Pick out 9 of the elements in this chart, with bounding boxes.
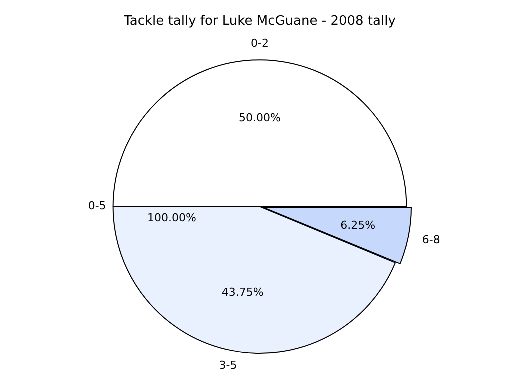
category-label: 0-5 — [88, 200, 106, 213]
slice-label: 0-2 — [251, 36, 269, 50]
data-label: 50.00% — [239, 112, 281, 125]
chart-title: Tackle tally for Luke McGuane - 2008 tally — [123, 14, 396, 30]
data-label: 6.25% — [340, 219, 376, 232]
text: 100.00% — [148, 212, 196, 225]
slice-label: 6-8 — [422, 234, 440, 247]
data-label: 43.75% — [222, 286, 264, 299]
slice-label: 3-5 — [219, 359, 238, 372]
